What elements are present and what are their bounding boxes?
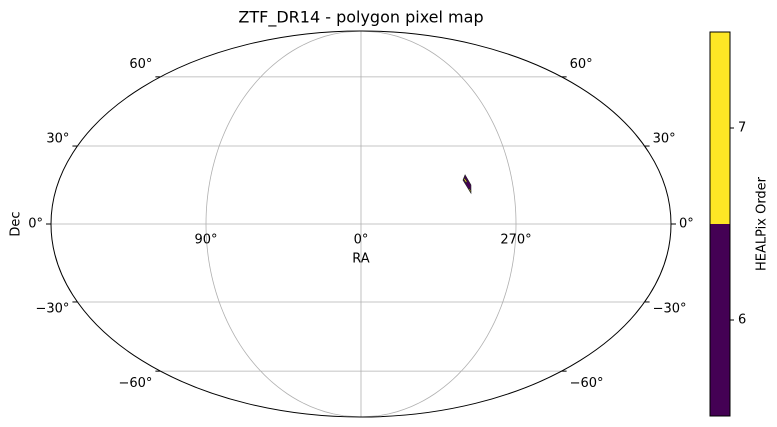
- healpix-pixel: [463, 176, 468, 184]
- colorbar-segment: [710, 224, 730, 416]
- y-tick-label: 0°: [679, 217, 694, 232]
- y-tick-label: 30°: [653, 132, 676, 147]
- y-tick-label: 0°: [28, 217, 43, 232]
- y-tick-label: 60°: [129, 57, 152, 72]
- x-tick-label: 0°: [354, 233, 369, 248]
- colorbar-segment: [710, 32, 730, 224]
- grid-line: [360, 30, 517, 418]
- y-axis-label: Dec: [9, 211, 24, 236]
- grid-line: [205, 30, 362, 418]
- colorbar-frame: [709, 31, 731, 417]
- colorbar-label: HEALPix Order: [755, 176, 770, 271]
- x-tick-label: 90°: [194, 233, 217, 248]
- y-tick-label: 30°: [46, 132, 69, 147]
- y-tick-label: 60°: [570, 57, 593, 72]
- map-boundary: [50, 30, 672, 418]
- y-tick-label: −60°: [570, 376, 604, 391]
- y-tick-label: −60°: [118, 376, 152, 391]
- y-tick-label: −30°: [653, 301, 687, 316]
- y-tick-label: −30°: [35, 301, 69, 316]
- x-tick-label: 270°: [500, 233, 531, 248]
- colorbar-tick-label: 7: [738, 121, 746, 136]
- healpix-pixel: [468, 187, 472, 194]
- colorbar-tick-label: 6: [738, 313, 746, 328]
- chart-title: ZTF_DR14 - polygon pixel map: [238, 8, 483, 28]
